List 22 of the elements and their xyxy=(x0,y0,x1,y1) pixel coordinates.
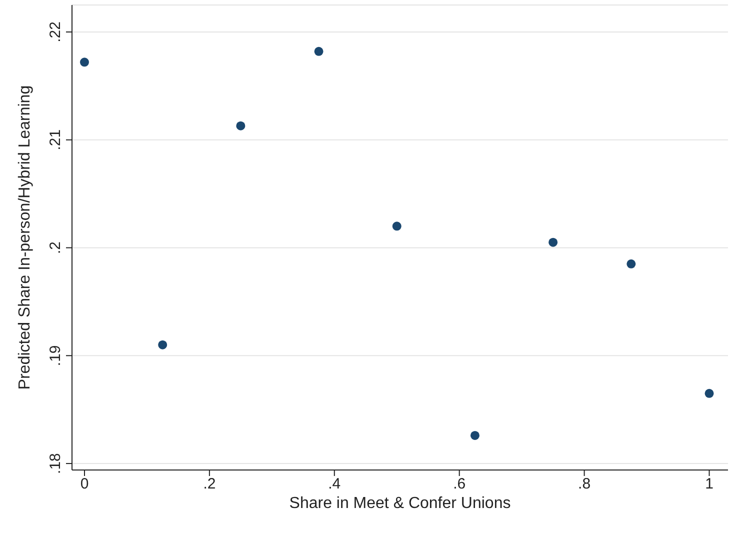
point xyxy=(158,340,168,350)
y-tick-label: .19 xyxy=(47,345,64,366)
point xyxy=(626,259,636,268)
y-axis-title: Predicted Share In-person/Hybrid Learning xyxy=(16,85,34,390)
point xyxy=(470,430,480,440)
x-axis-title: Share in Meet & Confer Unions xyxy=(289,495,511,512)
x-tick-label: .8 xyxy=(578,476,591,493)
x-tick-label: .2 xyxy=(203,476,216,493)
y-tick-label: .21 xyxy=(47,129,64,150)
point xyxy=(392,222,402,231)
x-tick-label: 1 xyxy=(705,476,714,493)
y-tick-label: .22 xyxy=(47,22,64,42)
point xyxy=(314,46,324,56)
point xyxy=(548,238,558,247)
y-tick-label: .2 xyxy=(47,241,64,254)
point xyxy=(236,121,246,130)
x-tick-label: .6 xyxy=(453,476,466,493)
point xyxy=(80,58,89,67)
x-tick-label: .4 xyxy=(328,476,341,493)
x-tick-label: 0 xyxy=(80,476,89,493)
y-tick-label: .18 xyxy=(47,453,64,474)
point xyxy=(704,388,714,398)
